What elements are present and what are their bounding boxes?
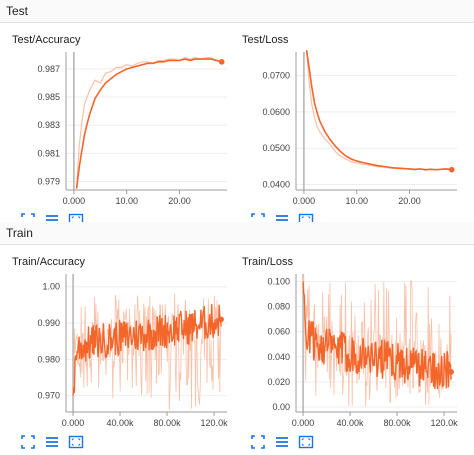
x-tick-label: 0.000 <box>63 196 86 206</box>
chart-card-train-loss: Train/Loss 0.00 0.020 0.040 0.060 0.080 0.100… <box>238 256 463 451</box>
x-tick-label: 40.00k <box>107 418 135 428</box>
section-header-train[interactable]: Train <box>0 222 474 245</box>
y-tick-label: 0.990 <box>37 318 60 328</box>
last-point <box>218 316 224 323</box>
x-tick-label: 0.000 <box>292 418 315 428</box>
x-tick-label: 40.00k <box>337 418 365 428</box>
chart-card-test-accuracy: Test/Accuracy 0.979 0.981 0.983 0.985 0.987 0… <box>8 34 233 229</box>
x-tick-label: 10.00 <box>345 196 368 206</box>
series-line <box>75 58 222 189</box>
chart-title: Test/Accuracy <box>12 34 81 46</box>
chart-card-test-loss: Test/Loss 0.0400 0.0500 0.0600 0.0700 0.000 1… <box>238 34 463 229</box>
y-tick-label: 1.00 <box>42 282 60 292</box>
y-tick-label: 0.980 <box>37 354 60 364</box>
test-accuracy-chart[interactable]: 0.979 0.981 0.983 0.985 0.987 0.000 10.00 20.00 <box>8 48 233 208</box>
test-loss-chart[interactable]: 0.0400 0.0500 0.0600 0.0700 0.000 10.00 20.00 <box>238 48 463 208</box>
y-tick-label: 0.020 <box>267 377 290 387</box>
x-tick-label: 0.000 <box>293 196 316 206</box>
chart-title: Train/Accuracy <box>12 256 85 268</box>
fit-domain-icon[interactable] <box>250 212 266 228</box>
train-accuracy-chart[interactable]: 0.970 0.980 0.990 1.00 0.000 40.00k 80.00k 120.… <box>8 270 233 430</box>
y-tick-label: 0.00 <box>272 402 290 412</box>
y-tick-label: 0.981 <box>37 148 60 158</box>
y-tick-label: 0.0500 <box>262 143 290 153</box>
y-tick-label: 0.970 <box>37 391 60 401</box>
y-tick-label: 0.0600 <box>262 107 290 117</box>
series-line <box>72 304 222 396</box>
chart-title: Train/Loss <box>242 256 293 268</box>
last-point <box>218 59 225 65</box>
section-title: Test <box>6 4 29 18</box>
toggle-y-log-icon[interactable] <box>44 434 60 450</box>
last-point <box>448 166 455 173</box>
series-line <box>305 50 452 171</box>
y-tick-label: 0.983 <box>37 120 60 130</box>
last-point <box>448 369 454 375</box>
x-tick-label: 120.0k <box>201 418 229 428</box>
y-tick-label: 0.979 <box>37 177 60 187</box>
y-tick-label: 0.0700 <box>262 71 290 81</box>
x-tick-label: 10.00 <box>115 196 138 206</box>
fit-domain-icon[interactable] <box>20 434 36 450</box>
y-tick-label: 0.0400 <box>262 180 290 190</box>
y-tick-label: 0.060 <box>267 327 290 337</box>
chart-title: Test/Loss <box>242 34 289 46</box>
series-line-raw <box>72 293 222 411</box>
toggle-y-log-icon[interactable] <box>274 434 290 450</box>
x-tick-label: 80.00k <box>154 418 182 428</box>
x-tick-label: 0.000 <box>62 418 85 428</box>
y-tick-label: 0.985 <box>37 92 60 102</box>
fullscreen-icon[interactable] <box>298 434 314 450</box>
chart-card-train-accuracy: Train/Accuracy 0.970 0.980 0.990 1.00 0.000 4… <box>8 256 233 451</box>
x-tick-label: 20.00 <box>398 196 421 206</box>
y-tick-label: 0.080 <box>267 302 290 312</box>
x-tick-label: 120.0k <box>431 418 459 428</box>
section-header-test[interactable]: Test <box>0 0 474 23</box>
series-line-raw <box>75 56 222 189</box>
series-line-raw <box>305 50 452 172</box>
x-tick-label: 80.00k <box>384 418 412 428</box>
x-tick-label: 20.00 <box>168 196 191 206</box>
fullscreen-icon[interactable] <box>68 434 84 450</box>
series-line <box>302 281 452 390</box>
y-tick-label: 0.100 <box>267 277 290 287</box>
fit-domain-icon[interactable] <box>20 212 36 228</box>
fit-domain-icon[interactable] <box>250 434 266 450</box>
section-title: Train <box>6 226 33 240</box>
y-tick-label: 0.040 <box>267 352 290 362</box>
y-tick-label: 0.987 <box>37 64 60 74</box>
train-loss-chart[interactable]: 0.00 0.020 0.040 0.060 0.080 0.100 0.000 40.00k… <box>238 270 463 430</box>
